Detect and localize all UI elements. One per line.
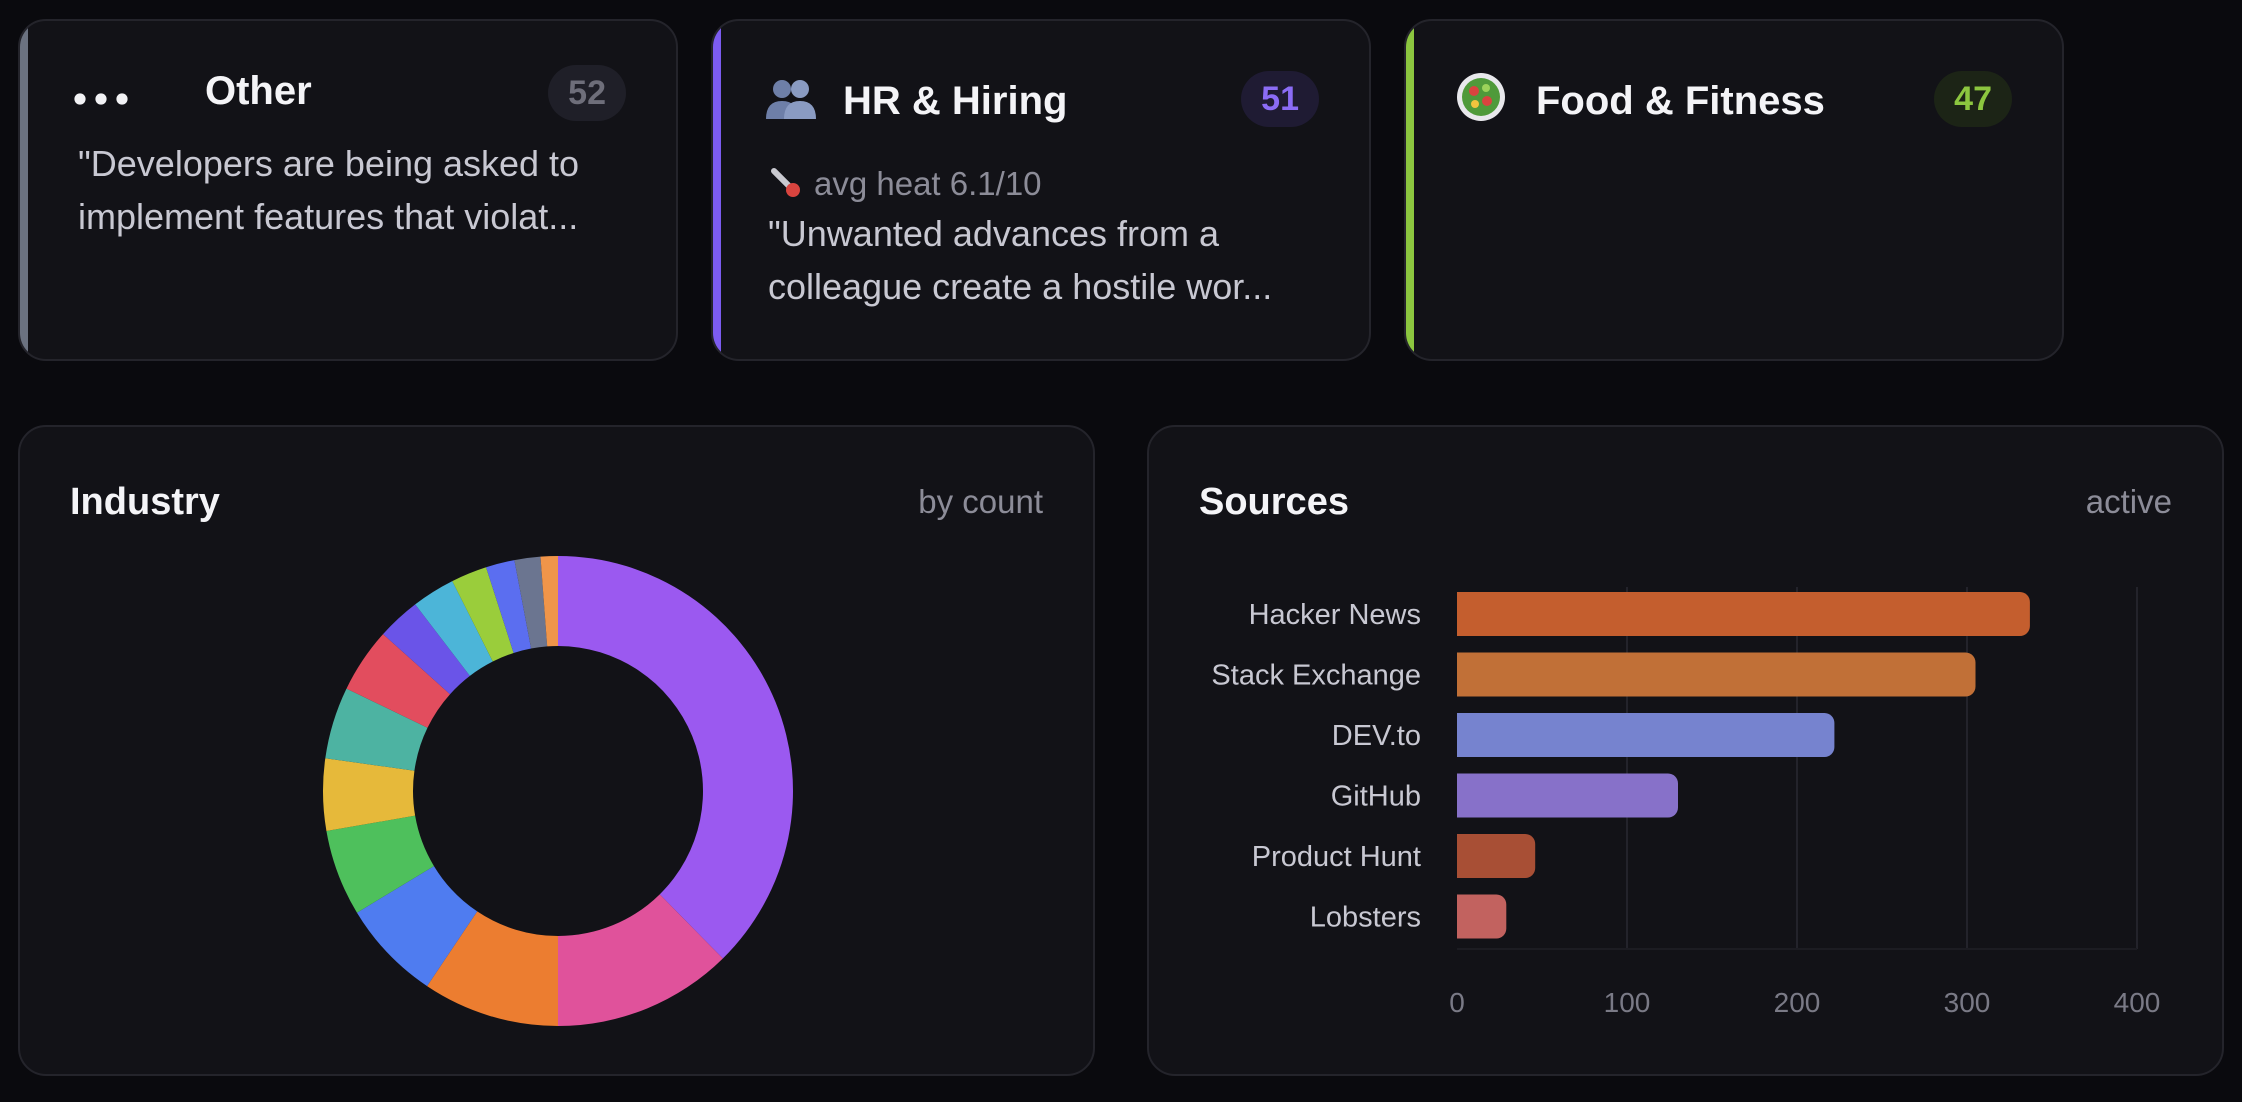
- x-tick-label: 200: [1774, 987, 1821, 1018]
- count-badge: 52: [548, 65, 626, 121]
- card-accent: [20, 21, 28, 359]
- bar-label: Stack Exchange: [1211, 660, 1421, 692]
- bar-label: Product Hunt: [1252, 841, 1421, 873]
- bar-github[interactable]: [1457, 773, 1678, 818]
- count-badge: 47: [1934, 71, 2012, 127]
- donut-slice-6[interactable]: [325, 688, 428, 771]
- category-title: Food & Fitness: [1536, 79, 1825, 123]
- category-quote: "Developers are being asked to implement…: [78, 143, 580, 237]
- donut-slice-4[interactable]: [326, 815, 434, 913]
- panel-subtitle: by count: [918, 483, 1043, 520]
- donut-slice-7[interactable]: [346, 634, 451, 728]
- panel-title: Sources: [1199, 481, 1349, 523]
- bar-base: [1457, 834, 1469, 878]
- count-badge: 51: [1241, 71, 1319, 127]
- panel-subtitle: active: [2085, 483, 2172, 520]
- bar-base: [1457, 713, 1469, 757]
- heat-indicator: avg heat 6.1/10: [768, 165, 1042, 207]
- category-title: HR & Hiring: [843, 79, 1068, 123]
- x-tick-label: 400: [2114, 987, 2161, 1018]
- donut-slice-10[interactable]: [452, 567, 514, 662]
- donut-slice-9[interactable]: [415, 581, 493, 676]
- bar-stack-exchange[interactable]: [1457, 652, 1976, 697]
- category-quote: "Unwanted advances from a colleague crea…: [768, 213, 1273, 307]
- bar-product-hunt[interactable]: [1457, 834, 1536, 878]
- people-icon: [764, 71, 820, 127]
- ellipsis-icon: [73, 71, 129, 127]
- x-tick-label: 100: [1604, 987, 1651, 1018]
- category-card-other[interactable]: Other 52 "Developers are being asked to …: [18, 19, 678, 361]
- bar-base: [1457, 652, 1469, 697]
- thermometer-icon: [768, 165, 802, 207]
- bar-lobsters[interactable]: [1457, 894, 1507, 939]
- donut-slice-5[interactable]: [323, 758, 416, 832]
- panel-title: Industry: [70, 481, 220, 523]
- donut-slice-1[interactable]: [558, 894, 723, 1026]
- bar-label: Hacker News: [1249, 599, 1421, 631]
- bar-label: GitHub: [1331, 781, 1421, 813]
- category-card-hr-hiring[interactable]: HR & Hiring 51 avg heat 6.1/10 "Unwanted…: [711, 19, 1371, 361]
- category-card-food-fitness[interactable]: Food & Fitness 47: [1404, 19, 2064, 361]
- donut-slice-13[interactable]: [540, 556, 558, 647]
- industry-donut-chart: [323, 556, 793, 1026]
- donut-slice-0[interactable]: [558, 556, 793, 959]
- bar-label: DEV.to: [1332, 720, 1421, 752]
- sources-bar-chart: 0 100 200 300 400 Hacker News Stack Exchange DE…: [1211, 587, 2161, 1018]
- bar-label: Lobsters: [1310, 902, 1421, 934]
- category-title: Other: [205, 69, 312, 113]
- bar-base: [1457, 592, 1469, 636]
- industry-panel: Industry by count: [18, 425, 1095, 1076]
- donut-slice-2[interactable]: [427, 911, 558, 1026]
- x-tick-label: 0: [1449, 987, 1465, 1018]
- bar-dev-to[interactable]: [1457, 713, 1835, 757]
- heat-label: avg heat 6.1/10: [814, 165, 1042, 202]
- donut-slice-12[interactable]: [514, 556, 548, 649]
- donut-slice-8[interactable]: [383, 604, 470, 695]
- bar-hacker-news[interactable]: [1457, 592, 2030, 636]
- x-tick-label: 300: [1944, 987, 1991, 1018]
- salad-icon: [1453, 69, 1509, 125]
- bar-base: [1457, 773, 1469, 818]
- sources-panel: Sources active 0 100 200 300 400 Hacker News S…: [1147, 425, 2224, 1076]
- donut-slice-11[interactable]: [486, 560, 532, 653]
- card-accent: [1406, 21, 1414, 359]
- bar-base: [1457, 894, 1469, 939]
- donut-slice-3[interactable]: [356, 866, 478, 987]
- card-accent: [713, 21, 721, 359]
